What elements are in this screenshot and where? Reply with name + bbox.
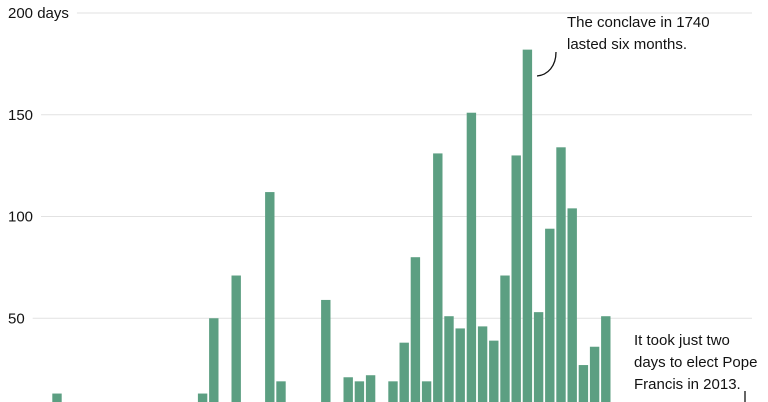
bar: [433, 153, 443, 402]
annotation-line: Francis in 2013.: [634, 376, 741, 393]
bar: [522, 49, 533, 402]
annotation-leader-1740: [536, 51, 557, 77]
bar: [444, 316, 454, 402]
bar: [567, 208, 577, 402]
annotation-2013: It took just two days to elect Pope Fran…: [634, 330, 757, 396]
annotation-line: days to elect Pope: [634, 354, 758, 371]
bar: [365, 375, 376, 402]
bar: [265, 192, 275, 402]
bar: [231, 275, 241, 402]
y-tick-label: 200 days: [8, 5, 69, 22]
bar: [388, 381, 398, 402]
bar: [533, 312, 544, 402]
bar: [589, 346, 600, 402]
bar: [276, 381, 286, 402]
annotation-1740: The conclave in 1740 lasted six months.: [567, 12, 710, 56]
bar: [455, 328, 465, 402]
y-tick-label: 50: [8, 310, 25, 327]
bar: [489, 340, 499, 402]
bar: [578, 365, 589, 402]
y-tick-label: 150: [8, 107, 33, 124]
bar: [421, 381, 432, 402]
bar: [511, 155, 521, 402]
bar: [343, 377, 353, 402]
bar: [466, 112, 477, 402]
bar: [500, 275, 510, 402]
y-tick-label: 100: [8, 209, 33, 226]
bar: [209, 318, 219, 402]
bar: [354, 381, 365, 402]
annotation-line: The conclave in 1740: [567, 14, 710, 31]
annotation-line: lasted six months.: [567, 36, 688, 53]
bar: [410, 257, 421, 402]
bar: [399, 342, 409, 402]
annotation-line: It took just two: [634, 332, 730, 349]
bar: [545, 228, 555, 402]
bar: [601, 316, 611, 402]
bar: [321, 299, 331, 402]
bar: [197, 393, 208, 402]
bar: [556, 147, 566, 402]
bar: [477, 326, 488, 402]
bar: [52, 393, 62, 402]
